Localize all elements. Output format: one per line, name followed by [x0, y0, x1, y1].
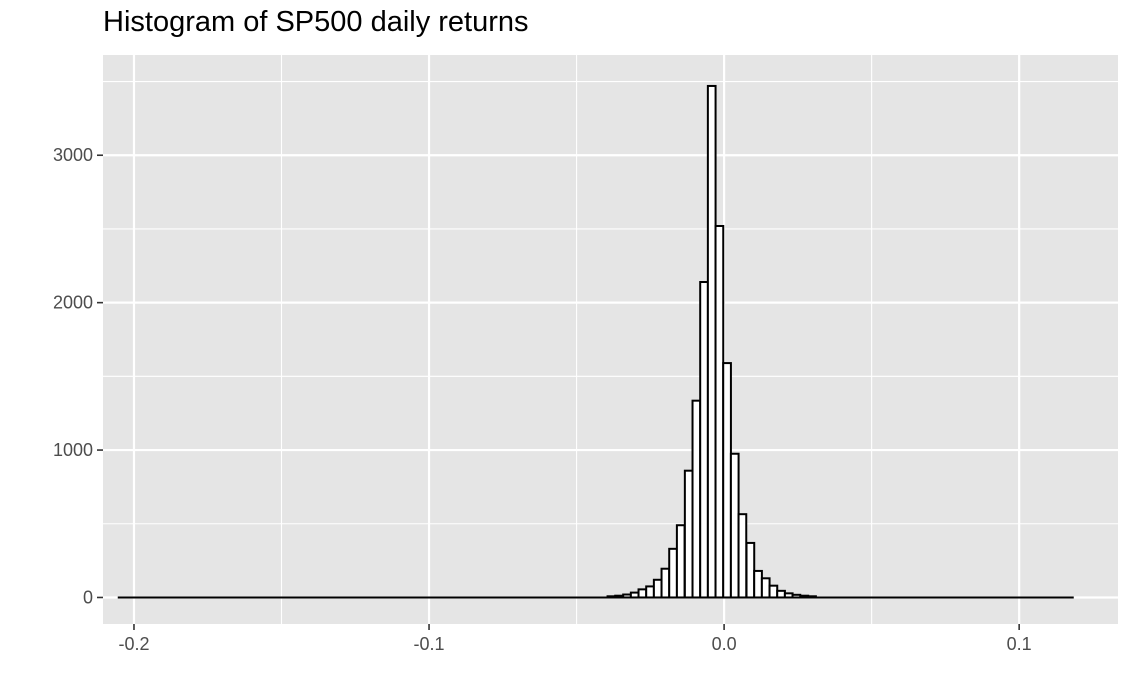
histogram-bar	[699, 281, 709, 599]
plot-panel	[103, 55, 1118, 624]
histogram-bar	[714, 224, 725, 599]
histogram-bar	[606, 595, 617, 599]
histogram-bar	[614, 594, 624, 599]
histogram-bar	[807, 595, 817, 599]
histogram-bar	[637, 588, 648, 599]
histogram-bar	[652, 578, 663, 599]
histogram-bar	[737, 513, 748, 599]
histogram-bar	[722, 362, 732, 599]
histogram-bar	[776, 589, 786, 599]
histogram-bar	[706, 84, 717, 599]
histogram-bar	[660, 567, 671, 599]
histogram-bar	[783, 592, 794, 599]
x-tick-label: -0.1	[414, 634, 445, 654]
histogram-bar	[683, 469, 694, 599]
histogram-bar	[753, 569, 763, 599]
histogram-bar	[622, 593, 632, 599]
histogram-bar	[799, 594, 810, 599]
minor-gridlines	[103, 55, 1118, 624]
x-tick-label: 0.1	[1007, 634, 1032, 654]
histogram-bars	[117, 84, 1074, 599]
histogram-bar	[768, 584, 779, 599]
histogram-bar	[629, 591, 640, 599]
histogram-bar	[791, 593, 802, 599]
y-axis: 0 1000 2000 3000	[53, 145, 103, 607]
histogram-bar	[675, 524, 686, 599]
x-tick-label: 0.0	[712, 634, 737, 654]
x-axis: -0.2 -0.1 0.0 0.1	[118, 624, 1032, 654]
y-tick-label: 2000	[53, 293, 93, 313]
histogram-bar	[745, 541, 756, 599]
histogram-bar	[645, 585, 655, 599]
histogram-bar	[691, 399, 702, 599]
histogram-bar	[668, 547, 678, 599]
chart-title: Histogram of SP500 daily returns	[103, 6, 529, 38]
y-tick-label: 3000	[53, 145, 93, 165]
y-tick-label: 1000	[53, 440, 93, 460]
x-tick-label: -0.2	[118, 634, 149, 654]
histogram-bar	[760, 577, 771, 599]
histogram-bar	[729, 452, 740, 599]
y-tick-label: 0	[83, 587, 93, 607]
